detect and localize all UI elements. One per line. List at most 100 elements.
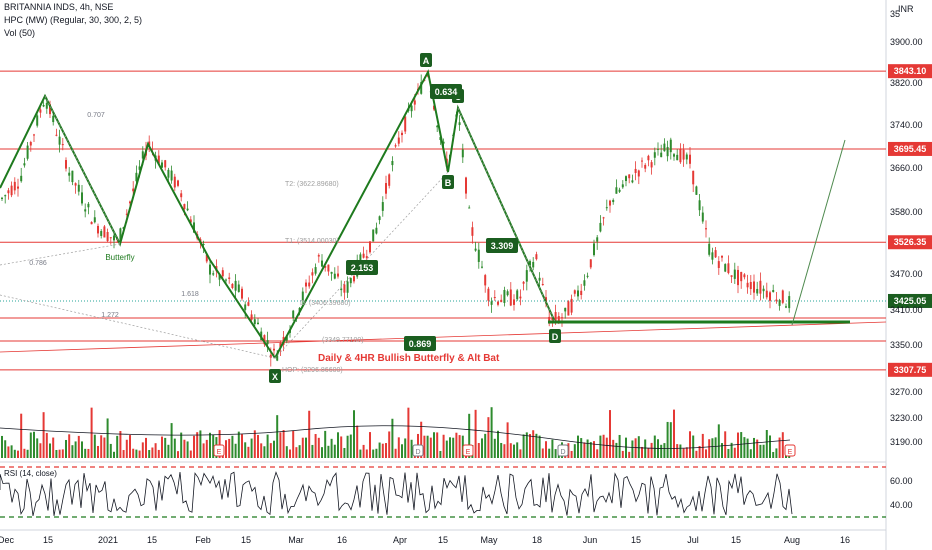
volume-bar bbox=[695, 450, 698, 458]
ratio-label: 2.153 bbox=[351, 263, 374, 273]
volume-bar bbox=[193, 435, 195, 458]
candle-body bbox=[561, 317, 563, 319]
volume-bar bbox=[449, 437, 451, 458]
candle-body bbox=[516, 290, 519, 300]
candle-body bbox=[765, 290, 768, 298]
volume-bar bbox=[321, 447, 323, 458]
candle-body bbox=[567, 301, 570, 316]
candle-body bbox=[225, 279, 227, 281]
candle-body bbox=[49, 104, 51, 115]
candle-body bbox=[615, 187, 618, 194]
ratio-box bbox=[430, 84, 462, 99]
small-ratio-label: 1.618 bbox=[181, 291, 199, 298]
candle-body bbox=[631, 180, 634, 183]
volume-bar bbox=[7, 446, 10, 458]
volume-bar bbox=[116, 435, 119, 458]
candle-body bbox=[42, 105, 45, 107]
candle-body bbox=[212, 273, 215, 275]
candle-body bbox=[362, 253, 365, 258]
candle-body bbox=[711, 252, 714, 260]
volume-bar bbox=[506, 422, 509, 458]
candle-body bbox=[10, 185, 13, 196]
candle-body bbox=[743, 274, 746, 278]
volume-bar bbox=[625, 437, 627, 458]
candle-body bbox=[577, 290, 579, 297]
candle-body bbox=[586, 275, 589, 277]
candle-body bbox=[708, 243, 711, 255]
pattern-point-box bbox=[549, 329, 561, 343]
volume-bar bbox=[580, 438, 583, 458]
volume-bar bbox=[170, 423, 173, 458]
candle-body bbox=[477, 249, 480, 262]
event-marker-box bbox=[784, 444, 796, 457]
volume-bar bbox=[180, 432, 183, 458]
volume-bar bbox=[711, 438, 714, 458]
pattern-point-label: A bbox=[423, 56, 430, 66]
volume-bar bbox=[717, 424, 720, 458]
level-price-box bbox=[888, 64, 932, 79]
pattern-point-box bbox=[420, 53, 432, 67]
volume-bar bbox=[509, 443, 512, 458]
candle-body bbox=[394, 145, 397, 147]
candle-body bbox=[481, 266, 483, 268]
candle-body bbox=[244, 304, 247, 310]
candle-body bbox=[23, 163, 26, 166]
x-tick-label: 15 bbox=[43, 535, 53, 545]
candle-body bbox=[93, 217, 96, 223]
candle-body bbox=[772, 290, 775, 293]
y-tick-label: 3350.00 bbox=[890, 340, 923, 350]
candle-body bbox=[157, 155, 160, 164]
candle-body bbox=[189, 219, 192, 223]
small-ratio-label: 1.272 bbox=[101, 312, 119, 319]
candle-body bbox=[436, 125, 439, 128]
projection-label: D: (3406.39680) bbox=[300, 300, 351, 307]
volume-bar bbox=[615, 442, 618, 458]
volume-bar bbox=[65, 439, 67, 458]
volume-bar bbox=[644, 439, 647, 458]
y-tick-label: 3270.00 bbox=[890, 387, 923, 397]
y-tick-label: 3230.00 bbox=[890, 413, 923, 423]
candle-body bbox=[228, 277, 231, 279]
volume-bar bbox=[263, 446, 266, 458]
candle-body bbox=[669, 139, 672, 153]
volume-bar bbox=[305, 437, 307, 458]
candle-body bbox=[349, 278, 352, 284]
volume-bar bbox=[455, 432, 458, 458]
volume-bar bbox=[573, 444, 576, 458]
candle-body bbox=[733, 269, 736, 279]
candle-body bbox=[253, 319, 256, 325]
volume-bar bbox=[404, 438, 407, 458]
candle-body bbox=[487, 288, 490, 301]
volume-bar bbox=[177, 451, 179, 458]
candle-body bbox=[401, 132, 403, 136]
pattern-point-label: B bbox=[445, 178, 452, 188]
volume-bar bbox=[490, 407, 493, 458]
volume-bar bbox=[420, 421, 423, 458]
candle-body bbox=[529, 261, 531, 266]
volume-bar bbox=[541, 448, 544, 458]
volume-bar bbox=[522, 434, 525, 458]
volume-bar bbox=[426, 435, 429, 458]
volume-bar bbox=[125, 439, 128, 458]
candle-body bbox=[186, 208, 189, 211]
volume-bar bbox=[324, 430, 327, 458]
candle-body bbox=[58, 136, 61, 145]
volume-bar bbox=[122, 450, 125, 458]
volume-bar bbox=[554, 449, 557, 458]
candle-body bbox=[605, 207, 608, 209]
candle-body bbox=[330, 271, 333, 274]
candle-body bbox=[657, 148, 659, 150]
candle-body bbox=[234, 280, 237, 291]
volume-bar bbox=[423, 435, 426, 458]
volume-bar bbox=[401, 444, 403, 458]
event-marker-label: D bbox=[560, 449, 565, 456]
volume-bar bbox=[218, 430, 221, 458]
candle-body bbox=[570, 298, 573, 313]
volume-bar bbox=[109, 443, 112, 458]
projection-label: T1: (3514.00030) bbox=[285, 238, 339, 245]
candle-body bbox=[113, 235, 115, 241]
volume-bar bbox=[266, 434, 269, 458]
volume-bar bbox=[721, 443, 723, 458]
volume-bar bbox=[164, 437, 167, 458]
